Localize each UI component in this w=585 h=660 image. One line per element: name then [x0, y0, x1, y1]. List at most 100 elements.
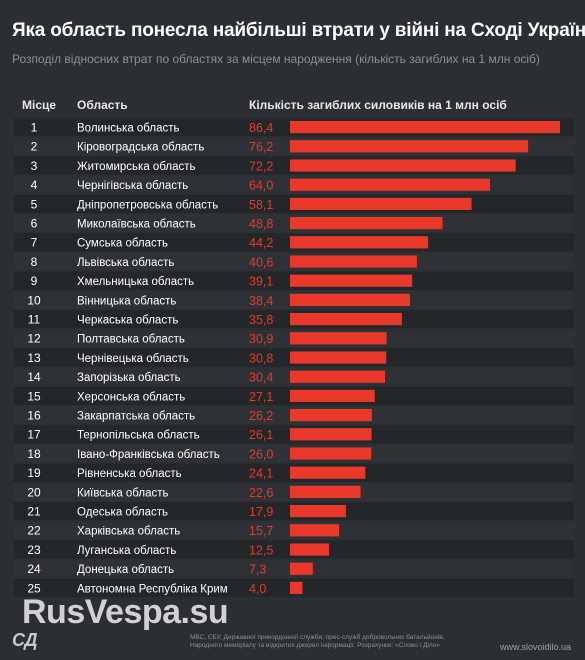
value-label: 40,6: [249, 255, 273, 269]
region-label: Харківська область: [77, 526, 180, 538]
footer-sources: МВС, СБУ, Державної прикордонної служби,…: [190, 634, 445, 649]
region-label: Донецька область: [77, 564, 174, 576]
region-label: Івано-Франківська область: [77, 449, 220, 461]
region-label: Кіровоградська область: [77, 142, 204, 154]
value-label: 26,0: [249, 447, 273, 461]
rank-label: 16: [27, 409, 41, 423]
rank-label: 23: [27, 543, 41, 557]
region-label: Автономна Республіка Крим: [77, 583, 228, 595]
rank-label: 9: [31, 274, 38, 288]
footer-site-link[interactable]: www.slovoidilo.ua: [499, 642, 571, 652]
region-label: Київська область: [77, 487, 169, 499]
region-label: Полтавська область: [77, 334, 185, 346]
rank-label: 15: [27, 389, 41, 403]
bar: [290, 293, 410, 306]
bar: [290, 313, 402, 326]
bar: [290, 466, 366, 479]
footer-logo: СД: [12, 630, 38, 650]
rank-label: 14: [27, 370, 41, 384]
region-label: Вінницька область: [77, 295, 176, 307]
region-label: Сумська область: [77, 238, 168, 250]
value-label: 86,4: [249, 121, 273, 135]
rank-label: 20: [27, 485, 41, 499]
rank-label: 13: [27, 351, 41, 365]
rank-label: 25: [27, 581, 41, 595]
bar: [290, 543, 330, 556]
bar: [290, 485, 361, 498]
region-label: Черкаська область: [77, 315, 178, 327]
watermark: RusVespa.su: [22, 593, 229, 631]
column-header-value: Кількість загиблих силовиків на 1 млн ос…: [249, 98, 507, 112]
rank-label: 5: [31, 197, 38, 211]
rank-label: 8: [31, 255, 38, 269]
value-label: 48,8: [249, 217, 273, 231]
value-label: 30,9: [249, 332, 273, 346]
rank-label: 22: [27, 524, 41, 538]
value-label: 15,7: [249, 524, 273, 538]
bar: [290, 236, 429, 249]
region-label: Житомирська область: [77, 161, 196, 173]
rank-label: 2: [31, 140, 38, 154]
region-label: Миколаївська область: [77, 219, 196, 231]
column-header-region: Область: [77, 98, 128, 112]
region-label: Херсонська область: [77, 391, 185, 403]
bar: [290, 524, 340, 537]
bar: [290, 121, 560, 134]
rank-label: 1: [31, 121, 38, 135]
region-label: Чернігівська область: [77, 180, 188, 192]
chart-title: Яка область понесла найбільші втрати у в…: [12, 20, 585, 41]
value-label: 30,8: [249, 351, 273, 365]
bar: [290, 428, 372, 441]
rank-label: 6: [31, 217, 38, 231]
bar: [290, 409, 372, 422]
rank-label: 4: [31, 178, 38, 192]
bar: [290, 140, 529, 153]
region-label: Львівська область: [77, 257, 174, 269]
bar: [290, 505, 346, 518]
rank-label: 19: [27, 466, 41, 480]
region-label: Луганська область: [77, 545, 176, 557]
bar: [290, 581, 303, 594]
rank-label: 21: [27, 505, 41, 519]
value-label: 35,8: [249, 313, 273, 327]
rank-label: 17: [27, 428, 41, 442]
rank-label: 18: [27, 447, 41, 461]
bar: [290, 217, 443, 230]
column-header-rank: Місце: [22, 98, 57, 112]
rank-label: 24: [27, 562, 41, 576]
bar: [290, 332, 387, 345]
value-label: 30,4: [249, 371, 273, 385]
value-label: 4,0: [249, 582, 266, 596]
value-label: 72,2: [249, 159, 273, 173]
region-label: Рівненська область: [77, 468, 182, 480]
region-label: Закарпатська область: [77, 411, 195, 423]
bar: [290, 197, 472, 210]
bar: [290, 351, 387, 364]
rank-label: 11: [28, 313, 41, 327]
value-label: 12,5: [249, 543, 273, 557]
bar: [290, 178, 490, 191]
value-label: 44,2: [249, 236, 273, 250]
value-label: 39,1: [249, 275, 273, 289]
value-label: 58,1: [249, 198, 273, 212]
rank-label: 3: [31, 159, 38, 173]
value-label: 38,4: [249, 294, 273, 308]
region-label: Тернопільська область: [77, 430, 200, 442]
rank-label: 10: [27, 293, 41, 307]
value-label: 17,9: [249, 505, 273, 519]
rank-label: 7: [31, 236, 38, 250]
region-label: Чернівецька область: [77, 353, 189, 365]
bar: [290, 447, 372, 460]
value-label: 7,3: [249, 563, 266, 577]
rank-label: 12: [27, 332, 41, 346]
region-label: Дніпропетровська область: [77, 199, 218, 211]
value-label: 64,0: [249, 179, 273, 193]
bar: [290, 255, 417, 268]
value-label: 76,2: [249, 140, 273, 154]
bar: [290, 389, 375, 402]
value-label: 22,6: [249, 486, 273, 500]
bar: [290, 370, 385, 383]
region-label: Волинська область: [77, 123, 180, 135]
value-label: 26,2: [249, 409, 273, 423]
